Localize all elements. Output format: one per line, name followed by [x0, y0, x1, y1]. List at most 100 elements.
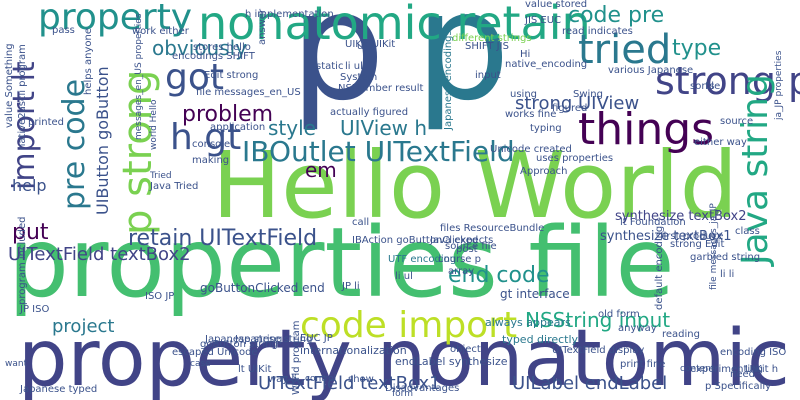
word: nonatomic retain: [198, 0, 591, 50]
word: object: [450, 344, 481, 355]
word: typing: [530, 123, 562, 134]
word: UIKit h: [745, 364, 779, 375]
word: UILabel endLabel: [512, 373, 668, 394]
word: figured: [552, 103, 588, 114]
word: strong UIView: [515, 93, 640, 114]
word: System: [340, 72, 378, 83]
word: Swing: [573, 89, 603, 100]
word: h implementation: [245, 9, 334, 20]
word: native_encoding: [505, 59, 588, 70]
word: file messages_en_US: [196, 87, 301, 98]
word: end code: [448, 263, 550, 288]
word: want: [5, 359, 28, 369]
word: source file: [445, 241, 497, 252]
word: Japanese typed: [20, 384, 98, 395]
word: synthesize textBox2: [615, 209, 747, 224]
word: Japanese string: [235, 334, 313, 345]
word: synthesize textBox1: [600, 229, 732, 244]
word: form: [392, 389, 413, 399]
word: UITextField textBox1: [258, 373, 441, 394]
word: goButtonClicked end: [200, 281, 325, 295]
word: console: [192, 139, 231, 150]
word: sorts: [690, 81, 715, 92]
word: program included: [17, 216, 28, 305]
word: Hi: [520, 49, 531, 60]
word: UIButton goButton: [93, 66, 112, 215]
word: Disadvantages: [385, 383, 460, 394]
word: encodings SHIFT: [172, 51, 255, 62]
word: pre code: [57, 78, 92, 210]
word: strong p: [655, 59, 800, 103]
word: property nonatomic: [18, 314, 790, 400]
word: property: [38, 0, 193, 38]
word: native2ascii program: [17, 44, 28, 150]
word: internationalization: [300, 344, 407, 357]
word: li ul: [345, 61, 363, 72]
word: Tried: [150, 171, 172, 181]
word: uses properties: [536, 153, 614, 164]
word: experimenting: [690, 364, 763, 375]
word: Unicode created: [490, 144, 572, 155]
word: anyway: [618, 323, 657, 334]
word: strong Edit: [670, 239, 725, 250]
word: properties file: [8, 207, 675, 319]
word: p: [415, 0, 511, 134]
word: JP ISO: [20, 304, 50, 315]
word: code pre: [568, 3, 665, 28]
word: different strings: [452, 33, 532, 44]
word: IBAction goButtonClicked: [352, 235, 479, 246]
word: helps anyone: [83, 28, 94, 95]
word: ja_JP properties: [774, 50, 784, 120]
word: got: [165, 57, 224, 98]
word: ul li: [357, 41, 375, 52]
word: EUC JP: [300, 333, 333, 344]
word: content: [680, 364, 715, 374]
word: lt Foundation: [620, 217, 686, 228]
word: goButton string: [200, 339, 278, 350]
word: way li: [268, 374, 297, 385]
word: lt UIKit: [238, 364, 272, 375]
word: p: [290, 0, 386, 134]
word: value Something: [4, 43, 15, 128]
word: world Hello: [149, 99, 159, 150]
word: either way: [694, 137, 747, 148]
word: works fine: [505, 109, 557, 120]
word: show: [348, 374, 374, 385]
word: Approach: [520, 166, 568, 177]
word: endLabel synthesize: [395, 355, 508, 368]
word: Edit strong: [204, 70, 259, 81]
word: World program: [291, 320, 302, 395]
word: Japanese encodings: [443, 30, 454, 130]
word: work either: [132, 26, 189, 37]
word: UTF encoding: [388, 254, 457, 265]
word: UITextField textBox2: [8, 244, 191, 265]
word: course p: [438, 254, 481, 265]
word: JIS EUC: [525, 15, 562, 26]
word: using: [510, 89, 538, 100]
word: NSNumber result: [338, 83, 424, 94]
word: call: [352, 217, 370, 228]
word: gt interface: [500, 287, 570, 301]
word: reading: [662, 329, 700, 340]
word: pass: [52, 25, 75, 36]
word: Japanese string: [205, 334, 283, 345]
word: files ResourceBundle: [440, 223, 545, 234]
word: escaped Unicode: [172, 347, 258, 358]
word: Hello World: [212, 132, 739, 239]
word: li li: [720, 269, 735, 280]
word: file: [705, 81, 721, 92]
word: UIView h: [340, 116, 428, 140]
word: various Japanese: [608, 65, 694, 76]
word: value stored: [525, 0, 588, 10]
word: em: [305, 158, 337, 182]
word: li ul: [395, 271, 413, 282]
word: post: [456, 244, 478, 255]
word: UIKit UIKit: [345, 39, 396, 50]
word: type: [672, 36, 722, 61]
word: ISO JP: [145, 291, 175, 302]
word: class: [735, 226, 760, 237]
word: SHIFT JIS: [465, 41, 509, 52]
word: put: [12, 220, 49, 245]
word: IBOutlet UITextField: [242, 135, 515, 168]
